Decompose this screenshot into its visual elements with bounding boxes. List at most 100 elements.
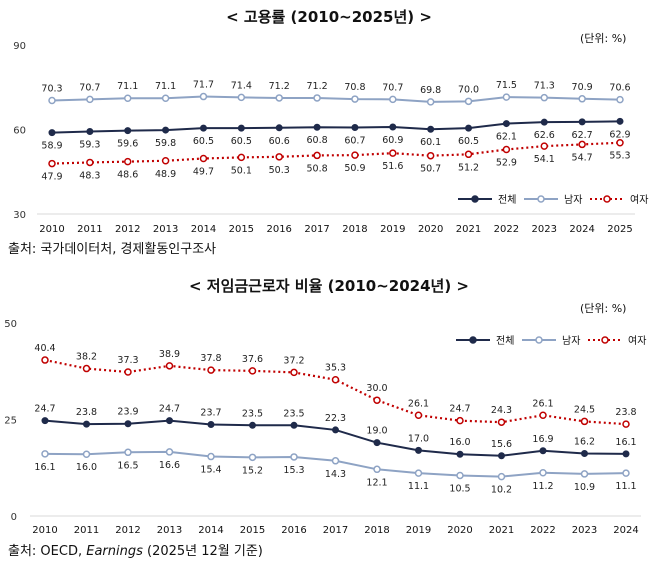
data-point-전체 — [502, 120, 510, 128]
data-label-남자: 11.1 — [408, 481, 429, 492]
data-label-남자: 15.3 — [283, 465, 304, 476]
data-point-전체 — [162, 126, 170, 134]
data-point-여자 — [82, 364, 91, 373]
data-label-여자: 50.7 — [420, 164, 441, 175]
data-label-남자: 12.1 — [366, 477, 387, 488]
data-point-전체 — [427, 125, 435, 133]
data-point-전체 — [166, 417, 173, 425]
legend-marker-여자 — [603, 195, 611, 203]
data-label-전체: 22.3 — [325, 413, 346, 424]
data-label-여자: 38.9 — [159, 349, 180, 360]
data-label-전체: 23.5 — [283, 408, 304, 419]
data-label-남자: 71.2 — [306, 81, 327, 92]
data-point-남자 — [290, 453, 298, 461]
x-tick-label: 2021 — [456, 224, 481, 235]
data-label-남자: 10.5 — [449, 483, 470, 494]
data-point-전체 — [199, 124, 207, 132]
data-label-남자: 71.5 — [496, 80, 517, 91]
data-label-여자: 37.3 — [117, 355, 138, 366]
data-label-전체: 60.7 — [344, 136, 365, 147]
data-point-전체 — [290, 421, 298, 429]
data-point-남자 — [580, 470, 589, 478]
data-label-여자: 54.7 — [572, 152, 593, 163]
data-point-전체 — [237, 124, 245, 132]
data-label-남자: 70.6 — [609, 83, 630, 94]
data-point-남자 — [389, 95, 397, 104]
data-point-전체 — [581, 449, 588, 457]
data-point-여자 — [580, 417, 589, 426]
data-label-남자: 71.1 — [117, 81, 138, 92]
data-point-여자 — [123, 157, 132, 166]
chart2-unit: (단위: %) — [580, 302, 627, 315]
data-point-여자 — [616, 138, 624, 147]
x-tick-label: 2018 — [342, 224, 367, 235]
data-label-여자: 26.1 — [408, 398, 429, 409]
chart2-source: 출처: OECD, Earnings (2025년 12월 기준) — [8, 540, 263, 559]
data-label-전체: 62.6 — [534, 130, 555, 141]
data-label-남자: 70.9 — [572, 82, 593, 93]
data-label-남자: 16.1 — [34, 462, 55, 473]
data-point-여자 — [497, 418, 506, 426]
data-point-전체 — [540, 118, 548, 126]
data-point-여자 — [373, 396, 381, 404]
low-wage-ratio-chart: 0 25 50 2010 2011 2012 2013 2014 2015 2016 2017 201… — [4, 319, 646, 536]
x-tick-label: 2010 — [39, 224, 64, 235]
data-point-전체 — [83, 420, 90, 428]
data-point-남자 — [165, 448, 174, 456]
x-tick-label: 2020 — [447, 525, 472, 536]
data-label-여자: 37.6 — [242, 354, 263, 365]
data-label-남자: 11.2 — [532, 481, 553, 492]
data-label-여자: 50.8 — [306, 163, 327, 174]
data-label-남자: 70.7 — [79, 82, 100, 93]
data-label-여자: 54.1 — [534, 154, 555, 165]
data-point-전체 — [578, 118, 586, 126]
data-point-남자 — [373, 465, 381, 474]
data-point-여자 — [124, 368, 132, 376]
data-label-남자: 16.6 — [159, 460, 180, 471]
data-point-전체 — [124, 127, 132, 135]
chart1-unit: (단위: %) — [580, 32, 627, 45]
data-label-여자: 47.9 — [41, 172, 62, 183]
data-label-전체: 62.7 — [572, 130, 593, 141]
x-tick-label: 2012 — [115, 224, 140, 235]
data-label-전체: 23.5 — [242, 408, 263, 419]
data-label-전체: 60.6 — [269, 136, 290, 147]
data-point-전체 — [373, 439, 381, 447]
data-point-전체 — [86, 127, 94, 135]
data-point-여자 — [313, 151, 321, 160]
x-tick-label: 2016 — [281, 525, 306, 536]
data-point-남자 — [464, 97, 473, 106]
data-label-여자: 23.8 — [615, 407, 636, 418]
data-label-전체: 23.8 — [76, 407, 97, 418]
legend-marker-남자 — [535, 336, 543, 344]
data-point-여자 — [502, 145, 511, 154]
data-point-전체 — [332, 426, 339, 434]
data-point-전체 — [41, 417, 49, 425]
y-tick-label: 60 — [13, 126, 26, 137]
data-point-남자 — [275, 94, 283, 102]
data-point-남자 — [414, 469, 423, 477]
data-label-여자: 50.1 — [231, 165, 252, 176]
data-label-전체: 23.9 — [117, 407, 138, 418]
data-point-여자 — [290, 368, 298, 377]
data-point-여자 — [464, 150, 473, 159]
data-point-여자 — [237, 153, 246, 162]
data-label-여자: 48.9 — [155, 169, 176, 180]
data-point-남자 — [622, 469, 630, 477]
data-point-여자 — [207, 366, 215, 374]
data-point-여자 — [540, 142, 549, 150]
data-label-전체: 60.5 — [231, 136, 252, 147]
data-point-전체 — [622, 450, 630, 458]
employment-rate-chart: 30 60 90 2010 2011 2012 2013 2014 2015 2016 2017 20… — [13, 41, 648, 235]
x-tick-label: 2022 — [530, 525, 555, 536]
data-label-여자: 49.7 — [193, 167, 214, 178]
data-point-여자 — [161, 157, 170, 165]
data-label-여자: 40.4 — [34, 343, 55, 354]
data-label-전체: 60.5 — [458, 136, 479, 147]
data-label-여자: 37.2 — [283, 355, 304, 366]
data-point-전체 — [465, 124, 473, 132]
data-point-여자 — [275, 153, 283, 161]
x-tick-label: 2013 — [153, 224, 178, 235]
data-label-남자: 16.0 — [76, 462, 97, 473]
x-tick-label: 2022 — [494, 224, 519, 235]
